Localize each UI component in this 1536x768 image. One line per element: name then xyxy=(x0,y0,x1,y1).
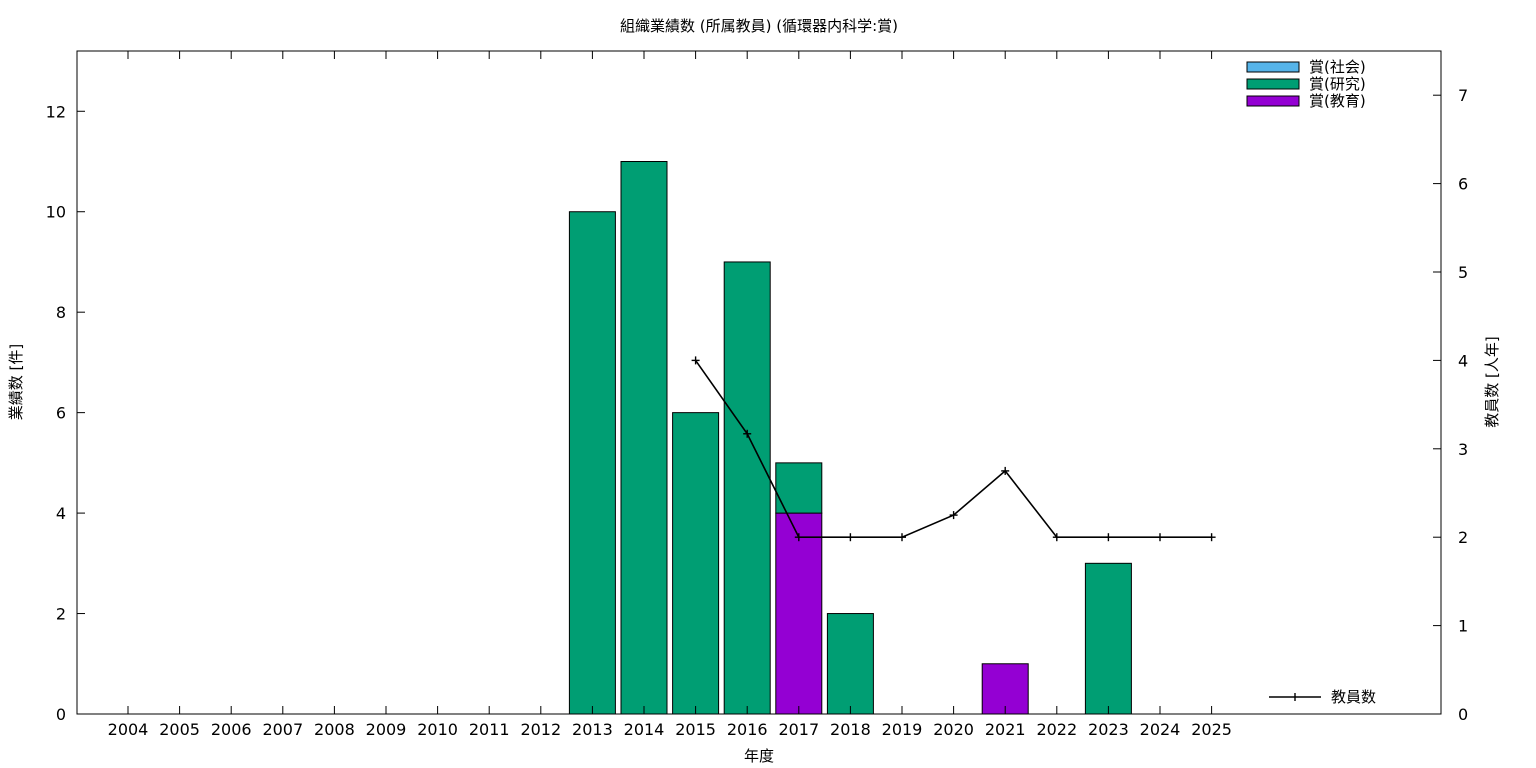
legend: 賞(社会)賞(研究)賞(教育) 教員数 xyxy=(1246,58,1376,706)
y-tick-label-2: 2 xyxy=(56,605,66,624)
x-tick-label-2015: 2015 xyxy=(675,720,716,739)
line-point-2025 xyxy=(1207,533,1216,542)
y-tick-label-4: 4 xyxy=(56,504,66,523)
legend-swatch-1 xyxy=(1246,78,1300,90)
y-tick-label-10: 10 xyxy=(46,203,66,222)
y2-axis-label: 教員数 [人年] xyxy=(1483,336,1501,427)
x-tick-label-2010: 2010 xyxy=(417,720,458,739)
y2-tick-label-5: 5 xyxy=(1458,263,1468,282)
x-tick-label-2021: 2021 xyxy=(985,720,1026,739)
plot-frame xyxy=(76,50,1442,715)
x-tick-label-2007: 2007 xyxy=(262,720,303,739)
x-tick-label-2014: 2014 xyxy=(624,720,665,739)
y2-tick-label-3: 3 xyxy=(1458,440,1468,459)
y-tick-label-0: 0 xyxy=(56,705,66,724)
legend-swatch-2 xyxy=(1246,95,1300,107)
bar-2013-series-1 xyxy=(568,211,616,715)
bar-2014-series-1 xyxy=(620,161,668,715)
chart-title: 組織業績数 (所属教員) (循環器内科学:賞) xyxy=(620,17,898,35)
bars-layer xyxy=(568,161,1132,715)
line-layer xyxy=(691,356,1216,542)
y2-tick-label-7: 7 xyxy=(1458,86,1468,105)
x-axis-label: 年度 xyxy=(744,747,774,765)
bar-2023-series-1 xyxy=(1084,562,1132,715)
x-tick-label-2008: 2008 xyxy=(314,720,355,739)
bar-2016-series-1 xyxy=(723,261,771,715)
line-point-2019 xyxy=(898,533,906,542)
x-tick-label-2025: 2025 xyxy=(1191,720,1232,739)
x-tick-label-2005: 2005 xyxy=(159,720,200,739)
line-series-faculty xyxy=(694,359,1212,539)
x-tick-label-2006: 2006 xyxy=(211,720,252,739)
x-tick-label-2022: 2022 xyxy=(1036,720,1077,739)
y2-tick-label-0: 0 xyxy=(1458,705,1468,724)
line-point-2022 xyxy=(1052,533,1061,542)
x-tick-label-2013: 2013 xyxy=(572,720,613,739)
bar-2015-series-1 xyxy=(672,412,720,715)
ticks-layer: 2004 2005 2006 2007 2008 2009 2010 2011 2012 2013… xyxy=(46,51,1468,739)
y-axis-label: 業績数 [件] xyxy=(7,344,25,420)
legend-label-0: 賞(社会) xyxy=(1309,58,1366,76)
x-tick-label-2004: 2004 xyxy=(108,720,149,739)
x-tick-label-2016: 2016 xyxy=(727,720,768,739)
y2-tick-label-4: 4 xyxy=(1458,351,1468,370)
x-tick-label-2011: 2011 xyxy=(469,720,510,739)
x-tick-label-2020: 2020 xyxy=(933,720,974,739)
y2-tick-label-1: 1 xyxy=(1458,617,1468,636)
line-point-2018 xyxy=(846,533,855,542)
legend-swatch-0 xyxy=(1246,61,1300,73)
y2-tick-label-2: 2 xyxy=(1458,528,1468,547)
x-tick-label-2018: 2018 xyxy=(830,720,871,739)
line-point-2017 xyxy=(794,533,803,542)
legend-label-1: 賞(研究) xyxy=(1309,75,1366,93)
y-tick-label-6: 6 xyxy=(56,404,66,423)
bar-2021-series-0 xyxy=(981,663,1029,715)
line-point-2020 xyxy=(949,511,958,520)
y-tick-label-12: 12 xyxy=(46,102,66,121)
bar-2017-series-0 xyxy=(775,512,823,715)
bar-2018-series-1 xyxy=(826,613,874,715)
y2-tick-label-6: 6 xyxy=(1458,175,1468,194)
legend-label-2: 賞(教育) xyxy=(1309,92,1366,110)
x-tick-label-2017: 2017 xyxy=(778,720,819,739)
line-point-2016 xyxy=(743,429,752,438)
line-point-2021 xyxy=(1001,466,1010,475)
x-tick-label-2024: 2024 xyxy=(1140,720,1181,739)
legend-line-label: 教員数 xyxy=(1331,688,1376,706)
y-tick-label-8: 8 xyxy=(56,303,66,322)
x-tick-label-2023: 2023 xyxy=(1088,720,1129,739)
x-tick-label-2019: 2019 xyxy=(882,720,923,739)
x-tick-label-2009: 2009 xyxy=(366,720,407,739)
line-point-2023 xyxy=(1104,533,1113,542)
line-point-2015 xyxy=(691,356,700,365)
line-point-2024 xyxy=(1156,533,1164,542)
x-tick-label-2012: 2012 xyxy=(520,720,561,739)
